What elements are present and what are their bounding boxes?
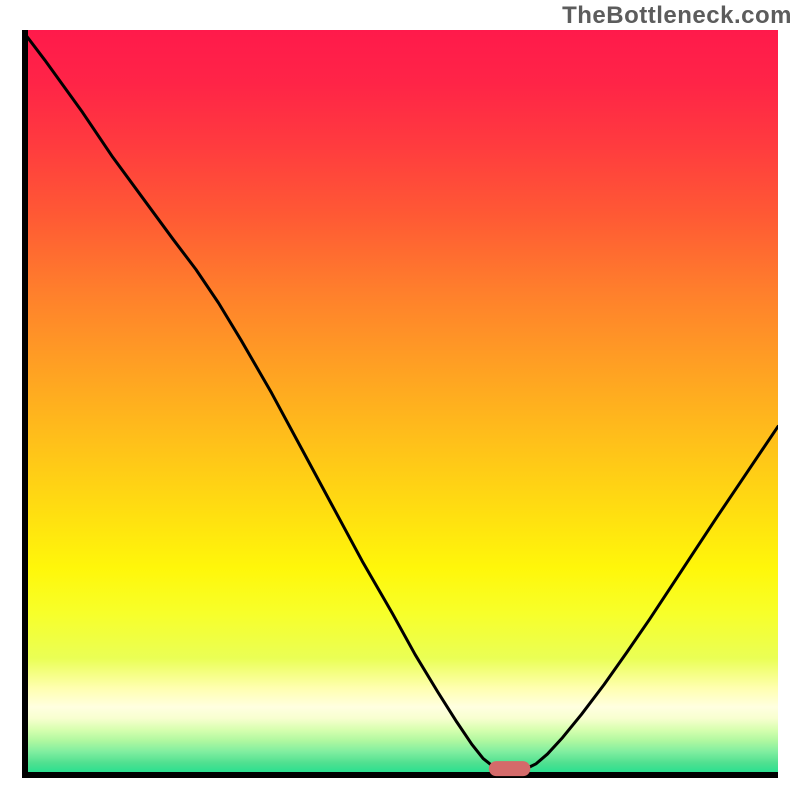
gradient-background: [22, 30, 778, 778]
chart-svg: [22, 30, 778, 778]
plot-area: [22, 30, 778, 778]
optimum-marker: [489, 761, 531, 776]
chart-frame: TheBottleneck.com: [0, 0, 800, 800]
watermark-label: TheBottleneck.com: [562, 2, 792, 30]
